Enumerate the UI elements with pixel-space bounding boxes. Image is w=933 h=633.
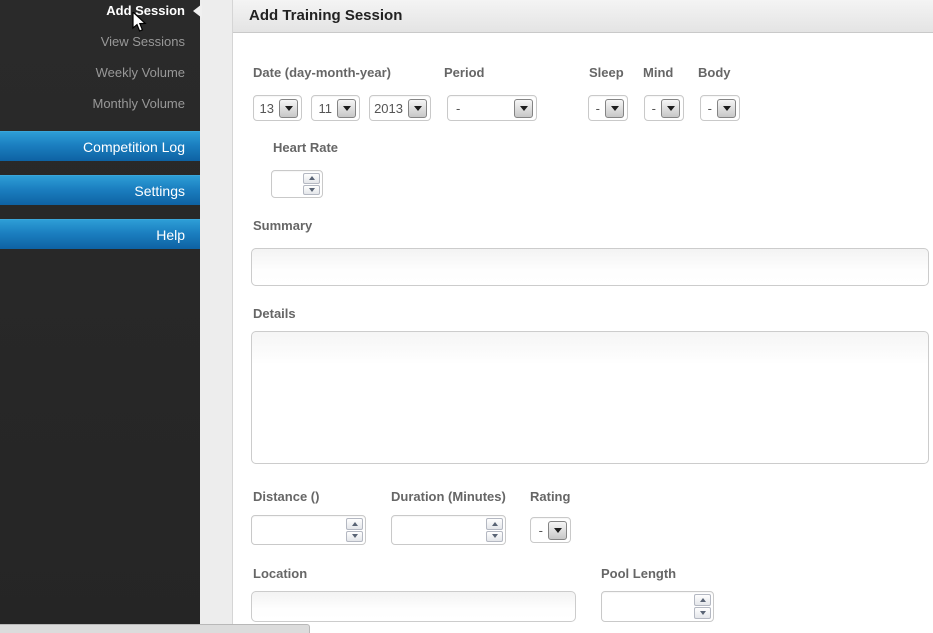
chevron-down-icon <box>666 105 675 111</box>
chevron-down-icon <box>553 527 562 533</box>
dropdown-button[interactable] <box>514 98 533 118</box>
mind-select[interactable]: - <box>644 95 684 121</box>
body-select[interactable]: - <box>700 95 740 121</box>
sleep-select-value: - <box>595 100 600 116</box>
year-select[interactable]: 2013 <box>369 95 431 121</box>
chevron-down-icon <box>308 187 315 192</box>
sidebar-item-view-sessions[interactable]: View Sessions <box>100 34 185 49</box>
period-select[interactable]: - <box>447 95 537 121</box>
chevron-down-icon <box>722 105 731 111</box>
location-label: Location <box>253 566 308 581</box>
sidebar-nav: Add Session View Sessions Weekly Volume … <box>0 0 200 119</box>
details-label: Details <box>253 306 296 321</box>
mouse-cursor-icon <box>132 12 147 32</box>
heart-rate-input[interactable] <box>271 170 323 198</box>
sleep-label: Sleep <box>589 65 624 80</box>
chevron-up-icon <box>699 598 706 602</box>
chevron-down-icon <box>699 611 706 615</box>
body-label: Body <box>698 65 731 80</box>
spinner-buttons <box>694 594 711 619</box>
sidebar-item-monthly-volume[interactable]: Monthly Volume <box>92 96 186 111</box>
sidebar-item-competition-log[interactable]: Competition Log <box>0 131 200 161</box>
summary-label: Summary <box>253 218 313 233</box>
page-title: Add Training Session <box>249 7 403 24</box>
chevron-down-icon <box>519 105 528 111</box>
dropdown-button[interactable] <box>408 98 427 118</box>
mind-select-value: - <box>651 100 656 116</box>
spinner-buttons <box>346 518 363 542</box>
chevron-down-icon <box>491 534 498 539</box>
chevron-down-icon <box>342 105 351 111</box>
details-textarea[interactable] <box>251 331 929 464</box>
spin-up-button[interactable] <box>486 518 503 530</box>
chevron-up-icon <box>308 176 315 181</box>
date-label: Date (day-month-year) <box>253 65 391 80</box>
dropdown-button[interactable] <box>717 98 736 118</box>
distance-input[interactable] <box>251 515 366 545</box>
duration-input[interactable] <box>391 515 506 545</box>
sidebar-item-weekly-volume[interactable]: Weekly Volume <box>95 65 185 80</box>
year-select-value: 2013 <box>374 100 403 116</box>
location-input[interactable] <box>251 591 576 622</box>
chevron-down-icon <box>284 105 293 111</box>
spin-down-button[interactable] <box>346 530 363 542</box>
rating-select-value: - <box>538 522 543 538</box>
spin-up-button[interactable] <box>346 518 363 530</box>
body-select-value: - <box>707 100 712 116</box>
dropdown-button[interactable] <box>605 98 624 118</box>
sidebar-item-help[interactable]: Help <box>0 219 200 249</box>
rating-select[interactable]: - <box>530 517 571 543</box>
mind-label: Mind <box>643 65 674 80</box>
period-label: Period <box>444 65 485 80</box>
spin-up-button[interactable] <box>694 594 711 606</box>
heart-rate-label: Heart Rate <box>273 140 339 155</box>
spin-down-button[interactable] <box>486 530 503 542</box>
sleep-select[interactable]: - <box>588 95 628 121</box>
period-select-value: - <box>456 100 461 116</box>
pool-length-label: Pool Length <box>601 566 677 581</box>
dropdown-button[interactable] <box>279 98 298 118</box>
panel-header: Add Training Session <box>233 0 933 33</box>
pool-length-input[interactable] <box>601 591 714 622</box>
spin-down-button[interactable] <box>694 607 711 619</box>
spinner-buttons <box>303 173 320 195</box>
duration-label: Duration (Minutes) <box>391 489 506 504</box>
spin-up-button[interactable] <box>303 173 320 184</box>
sidebar: Add Session View Sessions Weekly Volume … <box>0 0 200 633</box>
rating-label: Rating <box>530 489 571 504</box>
spinner-buttons <box>486 518 503 542</box>
sidebar-item-settings[interactable]: Settings <box>0 175 200 205</box>
add-training-session-panel: Add Training Session Date (day-month-yea… <box>232 0 933 633</box>
chevron-down-icon <box>413 105 422 111</box>
browser-status-bar <box>0 624 310 633</box>
dropdown-button[interactable] <box>548 520 567 540</box>
chevron-up-icon <box>491 521 498 526</box>
distance-label: Distance () <box>253 489 320 504</box>
summary-input[interactable] <box>251 248 929 286</box>
month-select[interactable]: 11 <box>311 95 360 121</box>
day-select[interactable]: 13 <box>253 95 302 121</box>
day-select-value: 13 <box>259 100 274 116</box>
dropdown-button[interactable] <box>337 98 356 118</box>
month-select-value: 11 <box>318 100 333 116</box>
active-item-arrow-icon <box>193 4 202 18</box>
sidebar-item-add-session[interactable]: Add Session <box>106 3 185 18</box>
chevron-down-icon <box>351 534 358 539</box>
dropdown-button[interactable] <box>661 98 680 118</box>
chevron-down-icon <box>610 105 619 111</box>
spin-down-button[interactable] <box>303 184 320 195</box>
chevron-up-icon <box>351 521 358 526</box>
